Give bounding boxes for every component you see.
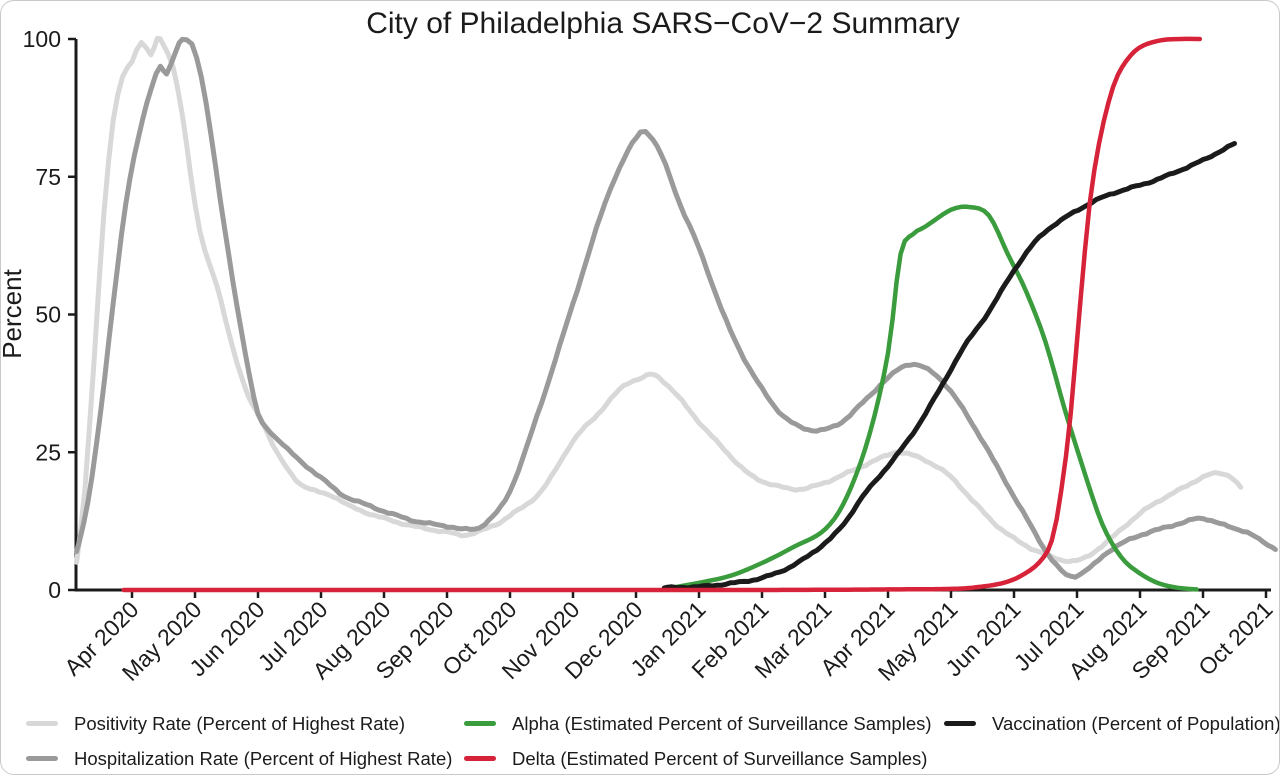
series-line-4 [661,141,1237,591]
hospitalization-line-key-icon [26,756,58,761]
y-tick-label: 50 [35,302,61,328]
y-tick-label: 100 [23,26,61,52]
legend-label-hospitalization: Hospitalization Rate (Percent of Highest… [74,747,453,769]
series-line-0 [74,36,1244,565]
positivity-line-key-icon [26,721,58,726]
series-line-1 [74,36,1278,580]
y-tick-label: 25 [35,439,61,465]
legend-label-vaccination: Vaccination (Percent of Population) [992,712,1280,734]
alpha-line-key-icon [464,721,496,726]
data-series [74,36,1278,593]
legend-item-delta: Delta (Estimated Percent of Surveillance… [464,746,932,771]
legend-item-alpha: Alpha (Estimated Percent of Surveillance… [464,711,932,736]
legend-item-vaccination: Vaccination (Percent of Population) [944,711,1280,736]
series-line-3 [121,36,1203,593]
y-axis-label: Percent [1,268,27,358]
y-tick-label: 75 [35,164,61,190]
axis-lines [74,39,1271,592]
series-line-2 [662,204,1199,592]
delta-line-key-icon [464,756,496,761]
legend-label-alpha: Alpha (Estimated Percent of Surveillance… [512,712,932,734]
y-tick-label: 0 [48,577,61,603]
vaccination-line-key-icon [944,721,976,726]
chart-svg: City of Philadelphia SARS−CoV−2 Summary … [1,7,1278,686]
legend-label-delta: Delta (Estimated Percent of Surveillance… [512,747,928,769]
chart-title: City of Philadelphia SARS−CoV−2 Summary [366,7,960,40]
chart-legend: Positivity Rate (Percent of Highest Rate… [1,699,1280,774]
legend-item-positivity: Positivity Rate (Percent of Highest Rate… [26,711,452,736]
legend-label-positivity: Positivity Rate (Percent of Highest Rate… [74,712,406,734]
legend-item-hospitalization: Hospitalization Rate (Percent of Highest… [26,746,452,771]
